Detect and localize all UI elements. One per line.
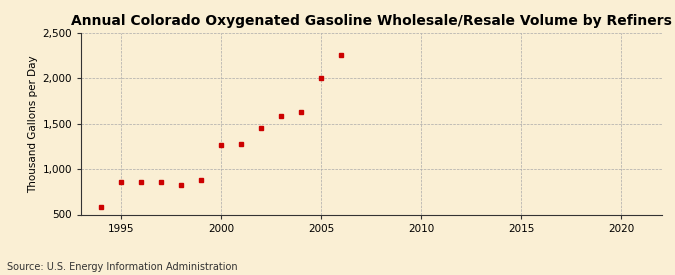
- Title: Annual Colorado Oxygenated Gasoline Wholesale/Resale Volume by Refiners: Annual Colorado Oxygenated Gasoline Whol…: [71, 14, 672, 28]
- Y-axis label: Thousand Gallons per Day: Thousand Gallons per Day: [28, 55, 38, 192]
- Text: Source: U.S. Energy Information Administration: Source: U.S. Energy Information Administ…: [7, 262, 238, 272]
